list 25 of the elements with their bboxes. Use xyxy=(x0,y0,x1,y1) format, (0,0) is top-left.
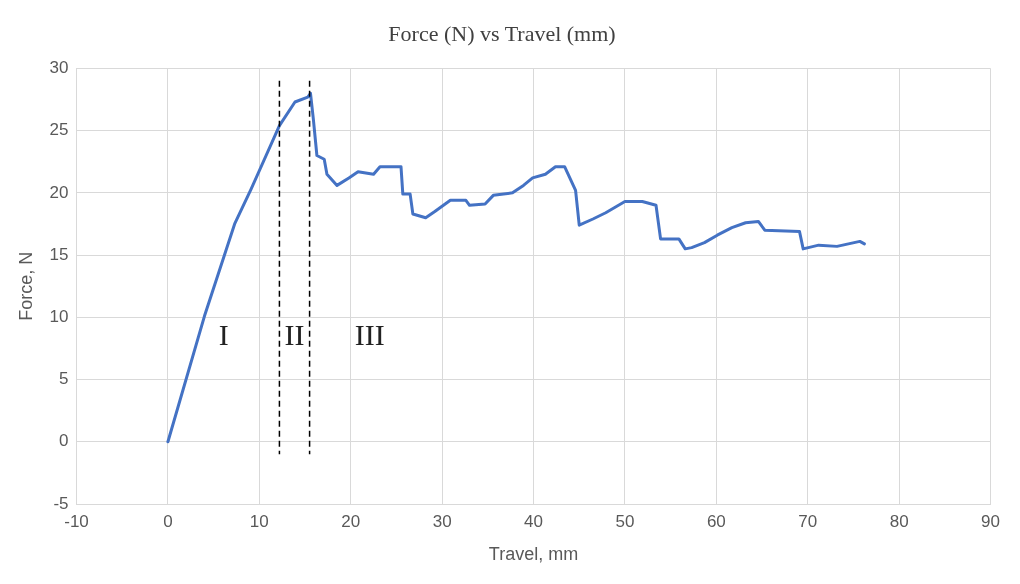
y-tick-label: 5 xyxy=(59,369,69,389)
y-tick-label: 25 xyxy=(49,120,69,140)
x-tick-label: 90 xyxy=(981,511,1001,531)
x-axis-title: Travel, mm xyxy=(488,544,579,565)
y-tick-label: -5 xyxy=(53,493,69,513)
annotation: I xyxy=(218,318,229,352)
x-tick-label: -10 xyxy=(64,511,89,531)
y-tick-label: 15 xyxy=(49,244,69,264)
x-tick-label: 50 xyxy=(615,511,635,531)
x-tick-label: 0 xyxy=(163,511,173,531)
x-tick-label: 80 xyxy=(889,511,909,531)
x-tick-label: 20 xyxy=(341,511,361,531)
y-axis-title: Force, N xyxy=(15,251,36,321)
x-tick-label: 60 xyxy=(706,511,726,531)
y-tick-label: 0 xyxy=(59,431,69,451)
x-tick-label: 40 xyxy=(524,511,543,531)
x-tick-label: 70 xyxy=(798,511,818,531)
y-tick-label: 30 xyxy=(49,58,69,78)
x-tick-label: 10 xyxy=(249,511,269,531)
y-tick-label: 20 xyxy=(49,182,69,202)
annotation: III xyxy=(354,318,385,352)
x-tick-label: 30 xyxy=(432,511,452,531)
y-tick-label: 10 xyxy=(49,307,69,326)
annotation: II xyxy=(284,318,305,352)
chart-title: Force (N) vs Travel (mm) xyxy=(388,20,616,46)
